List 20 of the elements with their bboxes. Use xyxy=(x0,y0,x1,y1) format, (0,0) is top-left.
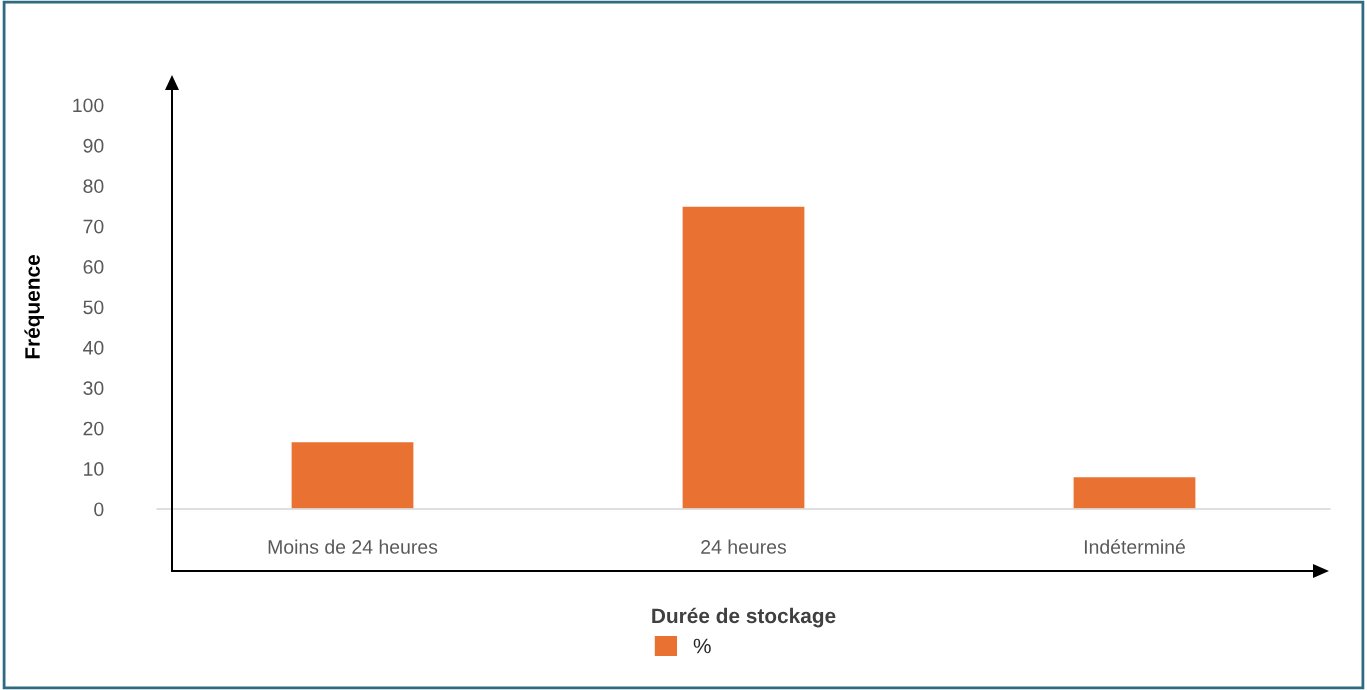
x-tick-label: Indéterminé xyxy=(1084,539,1185,554)
y-tick-label: 40 xyxy=(83,340,104,355)
y-tick-label: 80 xyxy=(83,179,104,194)
y-tick-label: 90 xyxy=(83,138,104,153)
x-tick-label: 24 heures xyxy=(701,539,787,554)
y-tick-label: 50 xyxy=(83,300,104,315)
y-tick-label: 30 xyxy=(83,381,104,396)
bar xyxy=(681,205,806,509)
bar xyxy=(1072,475,1197,509)
x-tick-label: Moins de 24 heures xyxy=(268,539,438,554)
y-tick-label: 10 xyxy=(84,462,104,476)
y-axis-title: Fréquence xyxy=(24,255,45,359)
y-tick-label: 100 xyxy=(73,98,104,113)
x-axis-title: Durée de stockage xyxy=(652,607,836,628)
y-tick-label: 70 xyxy=(83,219,104,234)
legend-label: % xyxy=(693,638,711,654)
bar xyxy=(290,440,415,509)
y-tick-label: 0 xyxy=(94,502,104,517)
y-tick-label: 20 xyxy=(83,421,104,436)
y-tick-label: 60 xyxy=(83,260,104,274)
